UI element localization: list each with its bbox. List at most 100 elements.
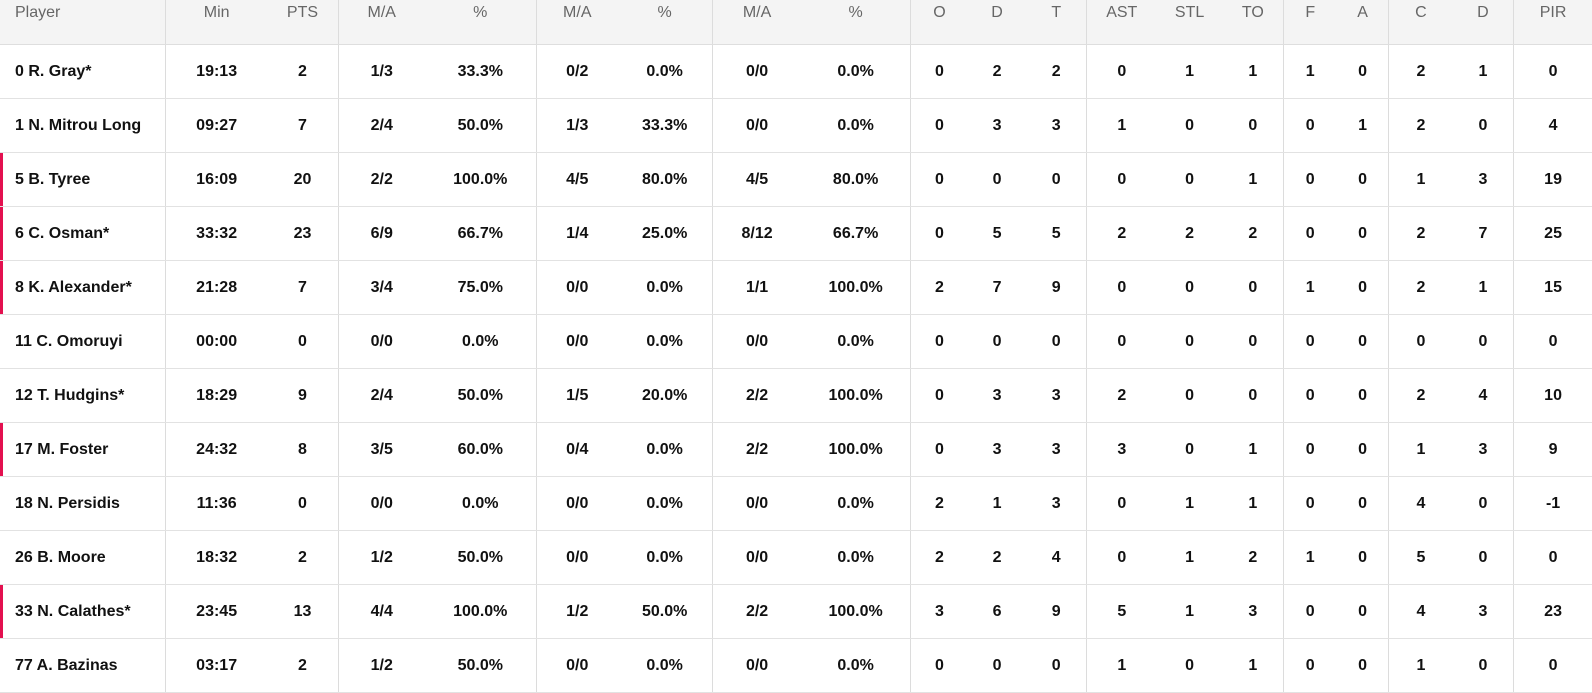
two-pt-pct: 50.0% [424, 98, 537, 153]
player-name[interactable]: 11 C. Omoruyi [0, 314, 166, 369]
three-pt-made-attempted: 0/0 [535, 260, 618, 315]
fouls-committed: 4 [1388, 584, 1453, 639]
fouls-committed: 2 [1388, 98, 1453, 153]
player-name[interactable]: 33 N. Calathes* [0, 584, 166, 639]
header-player: Player [0, 0, 166, 45]
player-name[interactable]: 6 C. Osman* [0, 206, 166, 261]
assists: 3 [1086, 422, 1157, 477]
header-pir[interactable]: PIR [1513, 0, 1592, 45]
blocks-for: 0 [1282, 152, 1337, 207]
player-name[interactable]: 26 B. Moore [0, 530, 166, 585]
pir: 10 [1513, 368, 1592, 423]
steals: 0 [1156, 314, 1224, 369]
player-name[interactable]: 18 N. Persidis [0, 476, 166, 531]
steals: 0 [1156, 98, 1224, 153]
header-total-reb[interactable]: T [1026, 0, 1087, 45]
three-pt-pct: 80.0% [617, 152, 713, 207]
minutes: 11:36 [165, 476, 268, 531]
def-rebounds: 6 [968, 584, 1027, 639]
two-pt-made-attempted: 6/9 [337, 206, 425, 261]
player-name[interactable]: 8 K. Alexander* [0, 260, 166, 315]
pir: 0 [1513, 530, 1592, 585]
header-off-reb[interactable]: O [909, 0, 969, 45]
assists: 1 [1086, 638, 1157, 693]
turnovers: 0 [1223, 314, 1284, 369]
blocks-against: 0 [1336, 476, 1389, 531]
header-2pt-made-attempted[interactable]: M/A [337, 0, 425, 45]
header-stl[interactable]: STL [1156, 0, 1224, 45]
header-pts[interactable]: PTS [267, 0, 339, 45]
assists: 2 [1086, 368, 1157, 423]
ft-made-attempted: 0/0 [711, 44, 802, 99]
turnovers: 2 [1223, 530, 1284, 585]
table-body: 0 R. Gray* 19:13 2 1/3 33.3% 0/2 0.0% 0/0 0.0% 0 2… [0, 44, 1592, 693]
player-name[interactable]: 1 N. Mitrou Long [0, 98, 166, 153]
three-pt-pct: 0.0% [617, 314, 713, 369]
ft-made-attempted: 1/1 [711, 260, 802, 315]
table-row: 77 A. Bazinas 03:17 2 1/2 50.0% 0/0 0.0% 0/0 0.0… [0, 638, 1592, 693]
header-ft-made-attempted[interactable]: M/A [711, 0, 802, 45]
two-pt-pct: 0.0% [424, 314, 537, 369]
header-2pt-pct[interactable]: % [424, 0, 537, 45]
two-pt-made-attempted: 3/4 [337, 260, 425, 315]
header-fouls-committed[interactable]: C [1388, 0, 1453, 45]
fouls-drawn: 0 [1452, 638, 1514, 693]
fouls-committed: 5 [1388, 530, 1453, 585]
header-3pt-pct[interactable]: % [617, 0, 713, 45]
off-rebounds: 0 [909, 44, 969, 99]
three-pt-pct: 25.0% [617, 206, 713, 261]
three-pt-made-attempted: 0/0 [535, 530, 618, 585]
two-pt-made-attempted: 2/2 [337, 152, 425, 207]
pir: -1 [1513, 476, 1592, 531]
header-fouls-drawn[interactable]: D [1452, 0, 1514, 45]
player-name[interactable]: 12 T. Hudgins* [0, 368, 166, 423]
def-rebounds: 0 [968, 152, 1027, 207]
fouls-drawn: 0 [1452, 98, 1514, 153]
assists: 0 [1086, 530, 1157, 585]
table-row: 5 B. Tyree 16:09 20 2/2 100.0% 4/5 80.0% 4/5 80.… [0, 152, 1592, 207]
three-pt-pct: 0.0% [617, 638, 713, 693]
table-row: 26 B. Moore 18:32 2 1/2 50.0% 0/0 0.0% 0/0 0.0% 2… [0, 530, 1592, 585]
points: 13 [267, 584, 339, 639]
two-pt-made-attempted: 2/4 [337, 98, 425, 153]
header-ast[interactable]: AST [1086, 0, 1157, 45]
header-blocks-for[interactable]: F [1282, 0, 1337, 45]
three-pt-made-attempted: 4/5 [535, 152, 618, 207]
blocks-against: 0 [1336, 260, 1389, 315]
pir: 19 [1513, 152, 1592, 207]
header-to[interactable]: TO [1223, 0, 1284, 45]
header-blocks-against[interactable]: A [1336, 0, 1389, 45]
fouls-committed: 1 [1388, 152, 1453, 207]
off-rebounds: 3 [909, 584, 969, 639]
minutes: 00:00 [165, 314, 268, 369]
steals: 0 [1156, 260, 1224, 315]
header-def-reb[interactable]: D [968, 0, 1027, 45]
fouls-committed: 2 [1388, 368, 1453, 423]
assists: 0 [1086, 314, 1157, 369]
fouls-drawn: 0 [1452, 530, 1514, 585]
minutes: 23:45 [165, 584, 268, 639]
blocks-against: 0 [1336, 530, 1389, 585]
blocks-against: 0 [1336, 584, 1389, 639]
blocks-for: 0 [1282, 206, 1337, 261]
player-name[interactable]: 0 R. Gray* [0, 44, 166, 99]
off-rebounds: 0 [909, 368, 969, 423]
header-min[interactable]: Min [165, 0, 268, 45]
def-rebounds: 3 [968, 368, 1027, 423]
two-pt-made-attempted: 1/2 [337, 530, 425, 585]
pir: 23 [1513, 584, 1592, 639]
blocks-for: 0 [1282, 314, 1337, 369]
player-name[interactable]: 77 A. Bazinas [0, 638, 166, 693]
fouls-drawn: 0 [1452, 476, 1514, 531]
total-rebounds: 9 [1026, 584, 1087, 639]
header-3pt-made-attempted[interactable]: M/A [535, 0, 618, 45]
three-pt-pct: 0.0% [617, 476, 713, 531]
player-name[interactable]: 17 M. Foster [0, 422, 166, 477]
points: 2 [267, 530, 339, 585]
header-ft-pct[interactable]: % [801, 0, 911, 45]
off-rebounds: 0 [909, 422, 969, 477]
pir: 0 [1513, 44, 1592, 99]
off-rebounds: 0 [909, 206, 969, 261]
player-name[interactable]: 5 B. Tyree [0, 152, 166, 207]
two-pt-made-attempted: 4/4 [337, 584, 425, 639]
